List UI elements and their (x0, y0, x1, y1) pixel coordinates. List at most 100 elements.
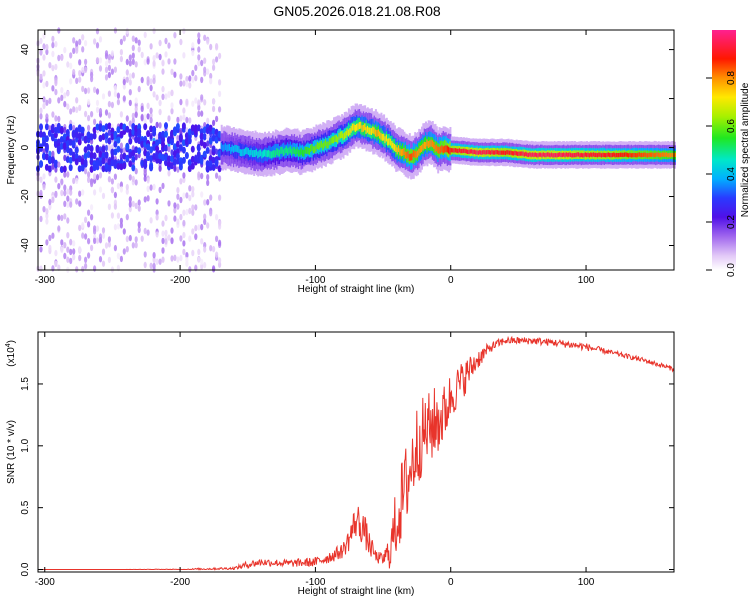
spectrogram-band-cell (68, 156, 73, 164)
spectrogram-ridge-cell (568, 152, 571, 157)
spectrogram-noise-cell (51, 196, 55, 204)
spectrogram-noise-cell (93, 237, 97, 244)
spectrogram-noise-cell (104, 60, 109, 67)
spectrogram-band-cell (152, 153, 157, 160)
spectrogram-noise-cell (209, 245, 213, 252)
spectrogram-band-cell (193, 155, 198, 163)
spectrogram-ridge-cell (281, 146, 284, 154)
spectrogram-noise-cell (119, 55, 123, 63)
spectrogram-noise-cell (200, 94, 204, 101)
spectrogram-ridge-cell (385, 134, 388, 142)
spectrogram-ridge-cell (262, 150, 265, 158)
spectrogram-ridge-cell (224, 143, 227, 151)
spectrogram-band-cell (98, 159, 103, 167)
spectrogram-ridge-cell (322, 143, 325, 151)
spectrogram-noise-cell (170, 237, 174, 245)
spectrogram-ridge-cell (561, 152, 564, 158)
spectrogram-band-cell (128, 160, 133, 168)
spectrogram-band-cell (116, 145, 121, 153)
figure-title: GN05.2026.018.21.08.R08 (273, 3, 441, 19)
spectrogram-noise-cell (197, 171, 201, 178)
spectrogram-ridge-cell (465, 149, 468, 154)
spectrogram-ridge-cell (370, 128, 373, 135)
spectrogram-noise-cell (66, 103, 70, 110)
spectrogram-noise-cell (206, 222, 210, 229)
spectrogram-noise-cell (69, 257, 73, 265)
spectrogram-ridge-cell (232, 145, 235, 153)
spectrogram-ridge-cell (491, 149, 494, 155)
spectrogram-ridge-cell (579, 153, 582, 158)
spectrogram-ridge-cell (507, 150, 510, 155)
spectrogram-ridge-cell (642, 152, 645, 157)
spectrogram-noise-cell (176, 193, 180, 200)
spectrogram-noise-cell (84, 216, 88, 223)
spectrogram-noise-cell (107, 90, 111, 97)
spectrogram-ridge-cell (615, 152, 618, 158)
spectrogram-ridge-cell (546, 152, 549, 157)
spectrogram-band-cell (47, 155, 52, 163)
spectrogram-ridge-cell (626, 152, 629, 158)
spectrogram-noise-cell (218, 90, 222, 98)
spectrogram-ridge-cell (485, 150, 488, 155)
spectrogram-noise-cell (206, 68, 210, 75)
spectrogram-noise-cell (164, 93, 168, 100)
spectrogram-noise-cell (167, 91, 171, 99)
spectrogram-ridge-cell (618, 152, 621, 158)
spectrogram-noise-cell (209, 43, 213, 51)
spectrogram-ridge-cell (655, 152, 658, 157)
spectrogram-ridge-cell (641, 152, 644, 158)
snr-x-tick-label: -300 (35, 577, 55, 588)
spectrogram-noise-cell (161, 220, 165, 227)
spectrogram-band-cell (44, 163, 49, 171)
spectrogram-noise-cell (81, 222, 85, 229)
spectrogram-band-cell (59, 142, 64, 150)
spectrogram-noise-cell (78, 104, 82, 112)
snr-y-tick-label: 1.0 (20, 438, 31, 452)
spectrogram-noise-cell (173, 202, 177, 209)
spectrogram-noise-cell (188, 75, 192, 82)
spectrogram-ridge-cell (610, 153, 613, 158)
spectrogram-noise-cell (78, 76, 82, 83)
spectrogram-noise-cell (188, 266, 192, 273)
spectrogram-band-cell (59, 136, 64, 143)
spectrogram-band-cell (196, 144, 201, 152)
spectrogram-band-cell (140, 159, 145, 167)
spectrogram-noise-cell (167, 115, 171, 122)
spectrogram-ridge-cell (419, 145, 422, 153)
spectrogram-noise-cell (78, 70, 82, 77)
spectrogram-ridge-cell (648, 152, 651, 158)
spectrogram-noise-cell (164, 229, 168, 237)
spectrogram-ridge-cell (609, 152, 611, 158)
spectrogram-ridge-cell (427, 141, 430, 148)
spectrogram-ridge-cell (253, 150, 256, 157)
spectrogram-noise-cell (170, 89, 174, 97)
spectrogram-band-cell (155, 145, 160, 153)
spectrogram-ridge-cell (384, 136, 387, 144)
spectrogram-noise-cell (188, 185, 192, 192)
spectrogram-band-cell (187, 128, 192, 136)
spectrogram-noise-cell (69, 62, 73, 69)
spectrogram-ridge-cell (326, 141, 329, 149)
spectrogram-band-cell (107, 158, 112, 166)
spectrogram-noise-cell (155, 133, 159, 141)
spectrogram-noise-cell (57, 97, 61, 104)
spectrogram-noise-cell (75, 40, 79, 47)
spectrogram-band-cell (208, 124, 213, 132)
spectrogram-noise-cell (122, 147, 126, 154)
spectrogram-noise-cell (152, 262, 156, 270)
spectrogram-noise-cell (191, 49, 195, 57)
spectrogram-ridge-cell (472, 150, 475, 155)
spectrogram-ridge-cell (379, 131, 381, 139)
spectrogram-band-cell (116, 162, 121, 170)
spectrogram-noise-cell (158, 53, 162, 61)
spectrogram-noise-cell (75, 77, 79, 85)
spectrogram-band-cell (74, 153, 79, 161)
spectrogram-noise-cell (152, 55, 156, 62)
spectrogram-noise-cell (218, 239, 222, 246)
spectrogram-noise-cell (48, 244, 52, 252)
spectrogram-band-cell (44, 135, 49, 143)
snr-series-line (38, 335, 675, 571)
spectrogram-ridge-cell (269, 151, 272, 158)
spectrogram-noise-cell (131, 242, 135, 249)
spectrogram-band-cell (152, 126, 157, 134)
